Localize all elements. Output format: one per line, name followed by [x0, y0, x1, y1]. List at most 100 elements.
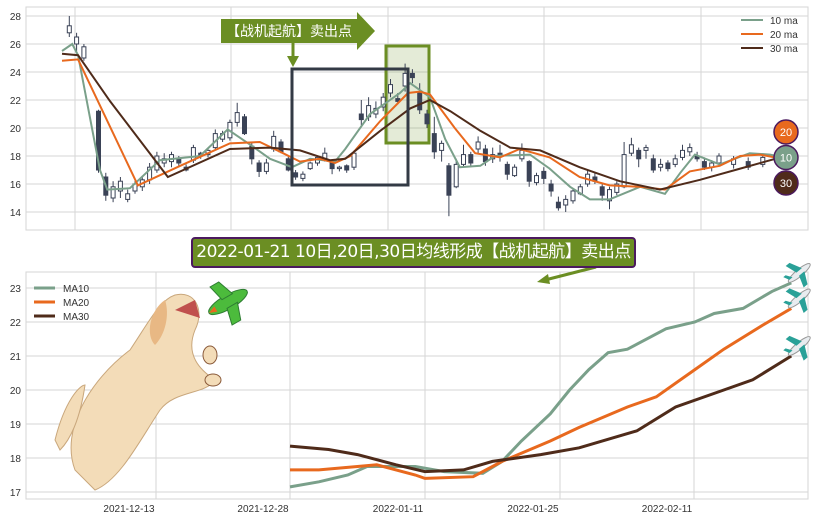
bottom-ytick-label: 18 [10, 454, 22, 465]
candle-body [526, 161, 532, 182]
top-legend-label: 20 ma [770, 30, 798, 41]
candle-body [81, 46, 87, 59]
arrow-banner-label: 【战机起航】卖出点 [226, 24, 352, 40]
down-arrow-head [287, 56, 299, 67]
candle-body [563, 198, 569, 206]
candle-body [687, 147, 693, 153]
top-ytick-label: 18 [10, 152, 22, 163]
top-ytick-label: 22 [10, 96, 22, 107]
candle-body [293, 172, 299, 178]
arrow-banner-shape [221, 12, 375, 50]
bottom-xtick-label: 2021-12-13 [103, 504, 155, 515]
candle-body [512, 166, 518, 177]
candle-body [475, 141, 481, 150]
bottom-ma-line-MA30 [289, 354, 793, 474]
ma-badge-30 [773, 170, 799, 196]
top-ytick-label: 24 [10, 68, 22, 79]
candle-body [424, 113, 430, 125]
airplane-icon [783, 262, 811, 288]
candle-body [453, 163, 459, 188]
top-ytick-label: 14 [10, 208, 22, 219]
candle-body [599, 186, 605, 196]
candle-body [665, 162, 671, 170]
signal-banner: 2022-01-21 10日,20日,30日均线形成【战机起航】卖出点 [191, 237, 636, 268]
candle-body [388, 84, 393, 94]
pointer-arrow-head [537, 274, 550, 284]
candle-body [263, 162, 269, 172]
candle-body [344, 165, 350, 171]
candle-body [636, 149, 642, 160]
bottom-ytick-label: 21 [10, 352, 22, 363]
candle-body [541, 170, 547, 179]
candle-body [461, 154, 466, 165]
candle-body [409, 72, 415, 79]
candle-body [300, 173, 306, 179]
top-legend-label: 30 ma [770, 44, 798, 55]
candle-body [534, 175, 539, 184]
bottom-legend-label: MA20 [63, 298, 90, 309]
top-ytick-label: 20 [10, 124, 22, 135]
ma-badge-10 [773, 144, 799, 171]
candle-body [607, 189, 612, 202]
candle-body [66, 25, 72, 34]
top-ma-line-10ma [61, 42, 791, 201]
candle-body [336, 166, 342, 170]
candle-body [358, 113, 364, 121]
bottom-legend-label: MA30 [63, 312, 90, 323]
bottom-legend-label: MA10 [63, 284, 90, 295]
candle-body [117, 180, 123, 192]
top-ytick-label: 16 [10, 180, 22, 191]
top-ma-line-20ma [61, 58, 790, 191]
candle-body [234, 112, 240, 123]
candle-body [680, 149, 685, 158]
bottom-ytick-label: 17 [10, 488, 22, 499]
candle-body [614, 183, 620, 193]
bottom-xtick-label: 2022-02-11 [642, 504, 693, 515]
pattern-box [290, 67, 410, 187]
candle-body [278, 141, 284, 153]
candle-body [417, 92, 423, 111]
top-legend-label: 10 ma [770, 16, 798, 27]
candle-body [555, 201, 561, 209]
bottom-xtick-label: 2021-12-28 [237, 504, 289, 515]
bottom-ma-line-MA10 [289, 281, 792, 489]
top-ma-line-30ma [61, 52, 791, 191]
bottom-ytick-label: 22 [10, 318, 22, 329]
candle-body [570, 190, 576, 202]
top-ytick-label: 26 [10, 40, 22, 51]
bottom-ytick-label: 20 [10, 386, 22, 397]
candle-body [256, 162, 262, 172]
bottom-ytick-label: 23 [10, 284, 22, 295]
candle-body [504, 163, 510, 175]
candle-body [643, 147, 649, 151]
airplane-icon [783, 335, 811, 361]
candle-body [716, 155, 722, 164]
candle-body [242, 116, 247, 135]
bottom-xtick-label: 2022-01-11 [373, 504, 424, 515]
candle-body [307, 162, 313, 170]
candle-body [125, 193, 131, 200]
top-ytick-label: 28 [10, 12, 22, 23]
candle-body [329, 162, 335, 170]
bottom-xtick-label: 2022-01-25 [507, 504, 559, 515]
candle-body [431, 133, 437, 153]
ma-badge-label: 20 [780, 127, 792, 139]
candle-body [110, 186, 116, 199]
ma-badge-label: 30 [780, 178, 792, 190]
candle-body [351, 152, 357, 168]
puppy-illustration [54, 293, 222, 491]
candle-body [176, 158, 182, 164]
candle-body [650, 158, 656, 171]
candle-body [658, 163, 664, 168]
ma-badge-20 [773, 119, 799, 145]
candle-body [446, 165, 452, 196]
candle-body [380, 96, 386, 108]
toy-plane-icon [208, 281, 248, 326]
candle-body [74, 36, 80, 45]
candle-body [439, 142, 445, 151]
bottom-ma-line-MA20 [290, 307, 793, 480]
airplane-icon [783, 288, 811, 313]
candle-body [468, 154, 474, 164]
ma-badge-label: 10 [780, 153, 792, 165]
